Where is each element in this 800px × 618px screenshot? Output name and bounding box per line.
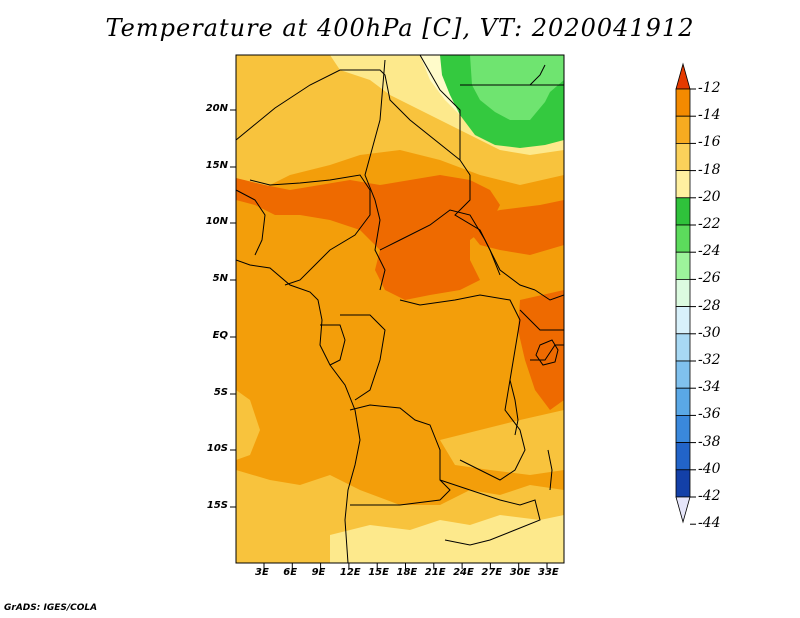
nile	[529, 64, 546, 86]
colorbar-segment	[675, 387, 691, 416]
colorbar-label: -36	[698, 406, 721, 423]
border-sudan	[454, 159, 501, 276]
border-gabon	[320, 324, 346, 366]
colorbar-top-arrow	[675, 62, 691, 90]
lat-label: 10N	[205, 216, 228, 227]
axis-ticks	[230, 109, 548, 569]
band-m18-southeast	[440, 410, 564, 475]
colorbar-segment	[675, 442, 691, 471]
lat-label: EQ	[212, 330, 228, 341]
border-sahara	[236, 55, 461, 162]
colorbar-segment	[675, 224, 691, 253]
colorbar-label: -14	[698, 107, 721, 124]
credit-text: GrADS: IGES/COLA	[4, 603, 98, 613]
colorbar-label: -40	[698, 460, 721, 477]
colorbar-segment	[675, 333, 691, 362]
colorbar	[675, 62, 696, 525]
band-m20-south	[330, 515, 564, 563]
border-angola	[349, 404, 451, 506]
colorbar-segment	[675, 360, 691, 389]
lon-label: 3E	[255, 567, 269, 578]
lon-label: 15E	[368, 567, 389, 578]
colorbar-segment	[675, 414, 691, 443]
colorbar-label: -12	[698, 80, 721, 96]
colorbar-label: -18	[698, 161, 721, 178]
lon-label: 6E	[283, 567, 298, 578]
lat-label: 10S	[206, 443, 228, 454]
border-chad	[364, 59, 386, 291]
lat-label: 20N	[205, 103, 228, 114]
lon-label: 24E	[453, 567, 474, 578]
lat-label: 15N	[205, 160, 228, 171]
border-nigeria	[249, 174, 371, 286]
border-east-africa	[519, 289, 564, 361]
colorbar-label: -26	[698, 270, 721, 287]
lake-victoria	[535, 339, 559, 366]
colorbar-label: -28	[698, 297, 721, 314]
colorbar-label: -42	[698, 488, 721, 504]
border-sahel-west	[236, 189, 266, 256]
colorbar-segment	[675, 278, 691, 307]
lon-label: 33E	[538, 567, 559, 578]
map-frame	[235, 54, 565, 564]
lake-malawi	[547, 449, 553, 491]
band-m18-west	[236, 390, 260, 460]
colorbar-label: -30	[698, 324, 721, 341]
lon-label: 21E	[424, 567, 446, 578]
lon-label: 27E	[481, 567, 503, 578]
colorbar-segment	[675, 170, 691, 199]
map-title: Temperature at 400hPa [C], VT: 202004191…	[105, 14, 695, 42]
colorbar-bottom-arrow	[675, 496, 691, 524]
coastlines-borders	[236, 55, 564, 563]
colorbar-label: -44	[698, 515, 721, 532]
colorbar-segment	[675, 197, 691, 226]
lat-label: 5S	[213, 387, 228, 398]
colorbar-label: -16	[698, 134, 721, 151]
colorbar-segment	[675, 469, 691, 498]
lon-label: 30E	[509, 567, 531, 578]
band-m26-north	[470, 55, 564, 120]
colorbar-label: -22	[698, 216, 721, 232]
band-m14-core	[236, 175, 500, 300]
colorbar-label: -32	[698, 352, 721, 368]
colorbar-label: -24	[698, 243, 721, 260]
border-congo-drc	[340, 314, 386, 401]
colorbar-label: -38	[698, 433, 721, 450]
lat-label: 15S	[206, 500, 228, 511]
lon-label: 9E	[311, 567, 326, 578]
colorbar-segment	[675, 142, 691, 171]
colorbar-segment	[675, 115, 691, 144]
lake-tanganyika	[509, 379, 519, 436]
colorbar-segment	[675, 306, 691, 335]
west-coast	[236, 259, 361, 563]
border-car	[379, 209, 536, 291]
border-zambia	[439, 479, 541, 546]
colorbar-label: -20	[698, 188, 721, 205]
colorbar-segment	[675, 88, 691, 117]
lon-label: 18E	[396, 567, 418, 578]
colorbar-label: -34	[698, 379, 721, 396]
lon-label: 12E	[339, 567, 361, 578]
lat-label: 5N	[212, 273, 228, 284]
colorbar-segment	[675, 251, 691, 280]
temperature-field	[236, 55, 564, 563]
